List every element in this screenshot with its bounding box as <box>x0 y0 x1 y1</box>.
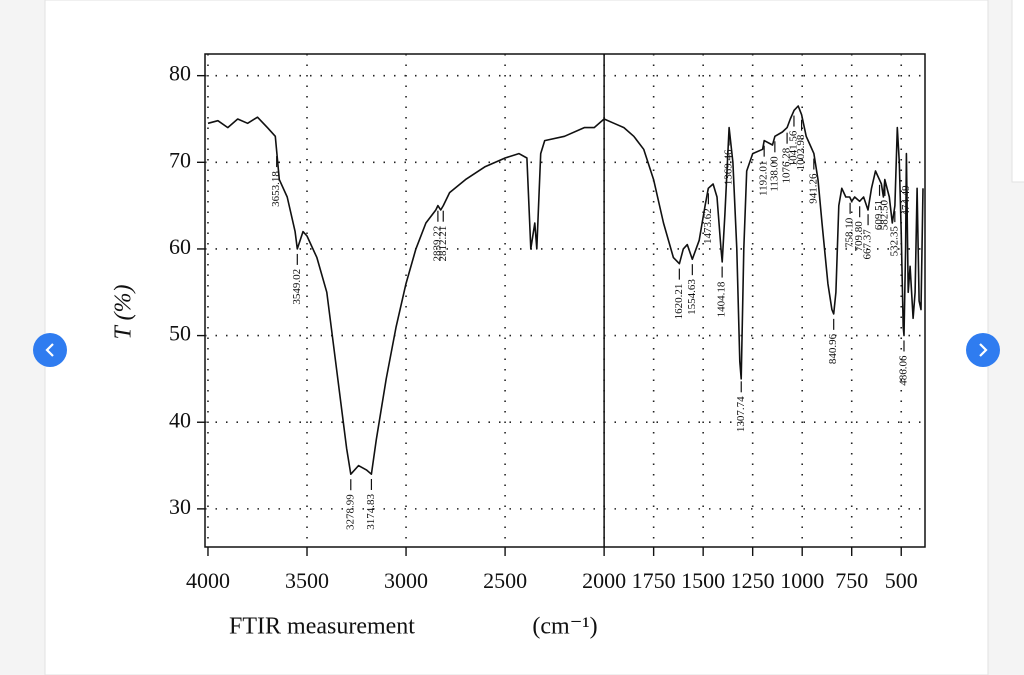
x-tick-label: 2500 <box>483 568 527 593</box>
peak-label: 1620.21 <box>673 284 685 320</box>
y-tick-label: 40 <box>169 407 191 432</box>
slide-panel <box>44 0 989 675</box>
peak-label: 1404.18 <box>716 281 728 317</box>
peak-label: 3278.99 <box>344 494 356 530</box>
peak-label: 582.50 <box>878 200 890 231</box>
x-tick-label: 500 <box>885 568 918 593</box>
x-tick-label: 750 <box>835 568 868 593</box>
y-tick-label: 60 <box>169 234 191 259</box>
peak-label: 1554.63 <box>686 279 698 315</box>
peak-label: 1138.00 <box>768 156 780 192</box>
side-panel <box>1011 0 1024 183</box>
x-tick-label: 2000 <box>582 568 626 593</box>
peak-label: 709.80 <box>853 221 865 252</box>
spectrum-line <box>207 105 924 475</box>
peak-label: 1473.62 <box>702 208 714 244</box>
x-tick-label: 1750 <box>632 568 676 593</box>
y-tick-label: 30 <box>169 494 191 519</box>
peak-label: 758.10 <box>844 217 856 248</box>
peak-label: 941.26 <box>807 173 819 204</box>
peak-label: 2839.22 <box>431 226 443 262</box>
peak-label: 532.35 <box>888 226 900 257</box>
x-axis-label: FTIR measurement <box>229 614 415 640</box>
next-button[interactable] <box>966 333 1000 367</box>
peak-label: 1002.98 <box>795 134 807 170</box>
peak-label: 486.06 <box>898 355 910 386</box>
y-axis-label: T (%) <box>111 285 137 340</box>
peak-label: 1076.28 <box>781 147 793 183</box>
plot-frame <box>204 53 926 548</box>
peak-label: 667.37 <box>862 229 874 260</box>
peak-label: 1192.01 <box>758 161 770 196</box>
y-tick-label: 80 <box>169 61 191 86</box>
peak-label: 3549.02 <box>291 269 303 305</box>
peak-label: 840.96 <box>827 333 839 364</box>
peak-label: 474.49 <box>900 185 912 216</box>
peak-label: 1369.46 <box>723 149 735 185</box>
x-tick-label: 3000 <box>384 568 428 593</box>
y-tick-label: 70 <box>169 147 191 172</box>
y-tick-label: 50 <box>169 321 191 346</box>
x-tick-label: 3500 <box>285 568 329 593</box>
peak-label: 2812.21 <box>437 226 449 262</box>
x-tick-label: 4000 <box>186 568 230 593</box>
peak-label: 609.51 <box>873 200 885 230</box>
peak-label: 3174.83 <box>365 493 377 529</box>
peak-label: 1041.56 <box>787 130 799 166</box>
chart: 30 40 50 60 70 80 4000 3500 3000 2500 2000 1750 1500… <box>169 53 926 593</box>
x-tick-label: 1000 <box>780 568 824 593</box>
peak-label: 1307.74 <box>735 396 747 432</box>
peak-label: 3653.18 <box>270 171 282 207</box>
x-tick-label: 1500 <box>681 568 725 593</box>
x-tick-label: 1250 <box>731 568 775 593</box>
x-axis-unit: (cm⁻¹) <box>532 614 597 640</box>
prev-button[interactable] <box>33 333 67 367</box>
